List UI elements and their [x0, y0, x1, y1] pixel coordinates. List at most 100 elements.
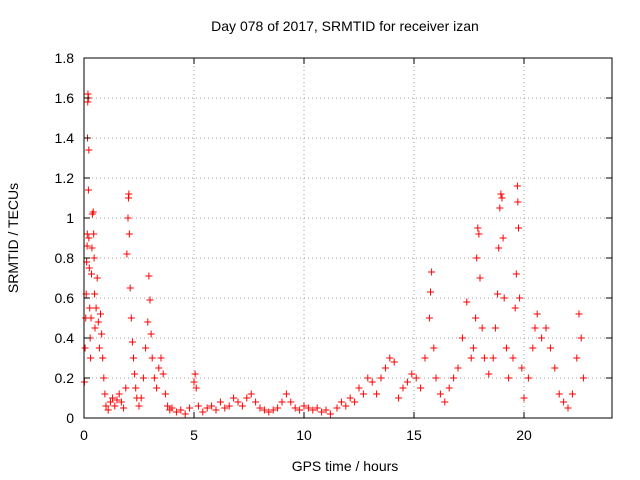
data-point — [322, 406, 330, 414]
data-point — [126, 284, 134, 292]
data-point — [247, 390, 255, 398]
data-point — [577, 334, 585, 342]
data-point — [318, 408, 326, 416]
data-point — [351, 398, 359, 406]
data-point — [555, 390, 563, 398]
data-point — [359, 390, 367, 398]
data-point — [573, 354, 581, 362]
data-point — [304, 404, 312, 412]
data-point — [100, 374, 108, 382]
data-point — [208, 402, 216, 410]
x-tick-label: 0 — [80, 427, 88, 443]
data-point — [87, 270, 95, 278]
data-point — [90, 230, 98, 238]
data-point — [478, 324, 486, 332]
data-point — [364, 374, 372, 382]
data-point — [269, 406, 277, 414]
data-point — [300, 402, 308, 410]
y-tick-label: 1.8 — [55, 50, 75, 66]
data-point — [500, 294, 508, 302]
data-point — [95, 344, 103, 352]
data-point — [568, 390, 576, 398]
data-point — [436, 390, 444, 398]
data-point — [84, 186, 92, 194]
data-point — [524, 374, 532, 382]
data-point — [445, 384, 453, 392]
data-point — [551, 364, 559, 372]
data-point — [145, 272, 153, 280]
data-point — [531, 324, 539, 332]
data-point — [243, 394, 251, 402]
data-point — [87, 314, 95, 322]
data-point — [164, 402, 172, 410]
data-point — [494, 290, 502, 298]
data-point — [417, 384, 425, 392]
data-point — [516, 294, 524, 302]
data-point — [496, 204, 504, 212]
data-point — [148, 354, 156, 362]
data-point — [529, 344, 537, 352]
data-point — [495, 244, 503, 252]
data-point — [575, 310, 583, 318]
data-point — [168, 404, 176, 412]
data-point — [511, 304, 519, 312]
data-point — [137, 394, 145, 402]
data-point — [238, 402, 246, 410]
data-point — [161, 390, 169, 398]
data-point — [427, 288, 434, 296]
data-point — [432, 374, 440, 382]
data-point — [377, 374, 385, 382]
data-point — [117, 398, 125, 406]
data-point — [463, 298, 471, 306]
data-point — [111, 402, 119, 410]
ticks-layer: 0 5 10 15 20 0 0.2 0.4 0.6 0.8 1 1.2 1.4 1.6 1.8 — [55, 50, 612, 443]
data-point — [512, 270, 520, 278]
data-point — [265, 408, 273, 416]
data-point — [256, 404, 264, 412]
data-point — [333, 404, 341, 412]
data-point — [87, 354, 95, 362]
data-point — [181, 410, 189, 418]
data-point — [212, 406, 220, 414]
data-point — [89, 208, 97, 216]
data-point — [144, 318, 152, 326]
data-point — [123, 250, 131, 258]
data-point — [177, 406, 185, 414]
data-point — [159, 370, 167, 378]
data-point — [425, 314, 433, 322]
data-point — [90, 254, 98, 262]
data-point — [291, 404, 299, 412]
data-point — [146, 296, 154, 304]
data-point — [97, 310, 104, 318]
data-point — [499, 234, 507, 242]
data-point — [546, 344, 554, 352]
data-point — [373, 390, 381, 398]
data-point — [274, 404, 282, 412]
data-point — [381, 364, 389, 372]
grid-layer — [84, 58, 612, 418]
data-point — [186, 404, 194, 412]
data-point — [474, 224, 482, 232]
data-point — [450, 374, 458, 382]
chart-title: Day 078 of 2017, SRMTID for receiver iza… — [211, 18, 479, 34]
data-point — [399, 384, 407, 392]
data-point — [221, 404, 229, 412]
data-point — [172, 408, 180, 416]
data-point — [560, 398, 568, 406]
data-point — [514, 198, 522, 206]
data-point — [473, 254, 481, 262]
data-point — [386, 354, 394, 362]
data-point — [505, 374, 513, 382]
data-point — [109, 394, 117, 402]
data-point — [441, 398, 449, 406]
data-point — [428, 268, 436, 276]
data-point — [421, 354, 429, 362]
data-point — [191, 370, 199, 378]
data-point — [260, 406, 268, 414]
data-point — [234, 398, 242, 406]
y-tick-label: 0.2 — [55, 370, 75, 386]
y-axis-title: SRMTID / TECUs — [5, 183, 21, 293]
data-point — [513, 182, 521, 190]
data-point — [85, 234, 93, 242]
